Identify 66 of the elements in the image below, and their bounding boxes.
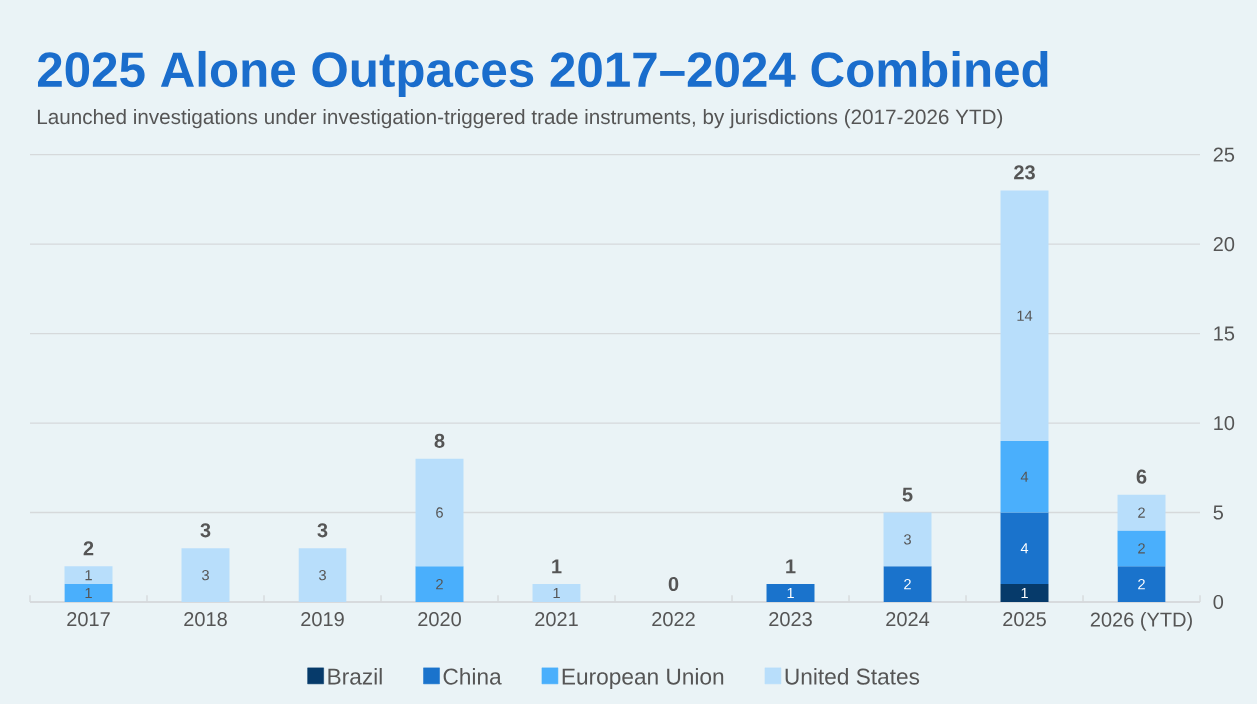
total-label: 2 (83, 541, 94, 556)
data-label: 6 (436, 507, 443, 518)
bar (64, 566, 113, 585)
x-tick-label: 2017 (67, 612, 110, 627)
legend-label: United States (785, 668, 920, 685)
y-tick-label: 20 (1213, 237, 1235, 252)
data-label: 3 (201, 569, 209, 581)
bar (1000, 512, 1049, 585)
x-tick-label: 2020 (418, 612, 461, 627)
data-label: 2 (904, 579, 911, 590)
data-label: 1 (787, 588, 794, 599)
y-tick-label: 5 (1213, 505, 1224, 520)
y-tick-label: 10 (1214, 415, 1235, 431)
data-label: 14 (1017, 310, 1033, 321)
total-label: 3 (317, 523, 328, 538)
data-label: 2 (1138, 543, 1145, 554)
total-label: 1 (552, 559, 562, 574)
data-label: 3 (318, 569, 326, 581)
data-label: 4 (1020, 471, 1029, 482)
x-tick-label: 2024 (886, 612, 930, 627)
x-tick-label: 2022 (652, 612, 695, 627)
x-tick-label: 2025 (1003, 612, 1046, 627)
total-label: 3 (200, 523, 211, 538)
chart-title: 2025 Alone Outpaces 2017–2024 Combined (37, 50, 1048, 97)
bar (883, 566, 932, 602)
bar (1117, 494, 1166, 531)
bar (1117, 566, 1166, 602)
data-label: 2 (1138, 579, 1145, 590)
total-label: 5 (902, 487, 913, 502)
bar (1117, 530, 1166, 567)
chart-subtitle: Launched investigations under investigation-triggered trade instruments, by jurisdictions (2017-2026 YTD) (37, 109, 1003, 129)
data-label: 3 (904, 534, 911, 545)
x-tick-label: 2021 (535, 612, 578, 627)
bar (1000, 440, 1049, 513)
bar (298, 548, 347, 602)
text: 0 (668, 576, 679, 592)
x-tick-label: 2026 (YTD) (1090, 612, 1192, 631)
x-tick-label: 2023 (769, 612, 812, 627)
bar (883, 512, 932, 567)
data-label: 4 (1020, 543, 1029, 554)
data-label: 1 (1021, 588, 1028, 599)
y-tick-label: 25 (1213, 147, 1235, 162)
bar (415, 566, 464, 602)
x-tick-label: 2019 (301, 612, 344, 627)
data-label: 2 (1138, 507, 1145, 518)
data-label: 1 (85, 570, 92, 581)
x-tick-label: 2018 (184, 612, 227, 627)
bar (766, 584, 815, 602)
legend-label: European Union (562, 668, 724, 690)
legend-label: China (443, 668, 502, 685)
total-label: 8 (434, 433, 445, 448)
y-tick-label: 0 (1213, 594, 1224, 610)
total-label: 23 (1014, 165, 1035, 180)
data-label: 1 (85, 588, 92, 599)
bar (532, 584, 581, 602)
bar (1000, 190, 1049, 441)
y-tick-label: 15 (1214, 326, 1235, 341)
total-label: 1 (786, 559, 796, 574)
bar (181, 548, 230, 602)
total-label: 6 (1136, 469, 1147, 484)
data-label: 2 (436, 579, 443, 590)
legend-label: Brazil (328, 668, 382, 685)
bar (64, 584, 113, 602)
bar (415, 458, 464, 567)
bar (1000, 584, 1049, 602)
data-label: 1 (553, 588, 560, 599)
